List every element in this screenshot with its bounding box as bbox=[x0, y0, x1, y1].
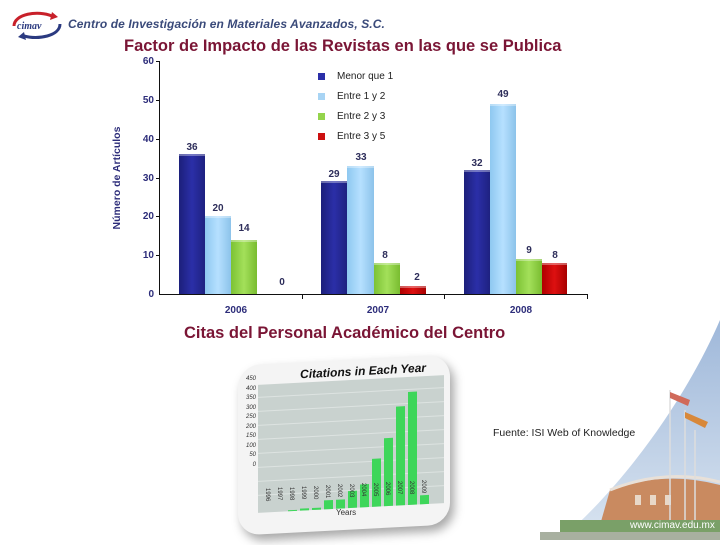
cit-x-tick: 2001 bbox=[324, 485, 330, 499]
value-label: 0 bbox=[279, 277, 285, 288]
cit-y-tick: 300 bbox=[245, 404, 256, 411]
legend-item-entre-3-y-5: Entre 3 y 5 bbox=[318, 131, 393, 142]
cimav-logo: cimav bbox=[8, 8, 64, 42]
y-axis-label: Número de Artículos bbox=[111, 126, 123, 230]
cit-y-tick: 100 bbox=[245, 442, 256, 449]
x-label-2008: 2008 bbox=[509, 305, 533, 316]
y-tick: 20 bbox=[142, 211, 154, 222]
bar-2006-menor-que-1 bbox=[179, 154, 205, 294]
cit-y-tick: 150 bbox=[245, 433, 256, 439]
cit-x-tick: 2006 bbox=[384, 482, 390, 496]
y-tick-mark bbox=[156, 139, 160, 140]
y-tick: 50 bbox=[142, 95, 154, 106]
y-tick-mark bbox=[156, 100, 160, 101]
value-label: 49 bbox=[497, 89, 509, 100]
y-tick: 40 bbox=[142, 134, 154, 145]
legend-item-menor-que-1: Menor que 1 bbox=[318, 71, 393, 82]
y-tick-mark bbox=[156, 255, 160, 256]
cit-y-tick: 0 bbox=[252, 461, 256, 468]
cit-bar-2001 bbox=[324, 499, 333, 510]
value-label: 8 bbox=[382, 250, 388, 261]
legend-swatch-green bbox=[318, 113, 325, 120]
bar-2007-entre-3-y-5 bbox=[400, 286, 426, 294]
y-axis-label-container: Número de Artículos bbox=[110, 60, 124, 300]
y-tick: 60 bbox=[142, 56, 154, 67]
value-label: 8 bbox=[552, 250, 558, 261]
bar-2007-menor-que-1 bbox=[321, 181, 347, 294]
legend-swatch-navy bbox=[318, 73, 325, 80]
cit-bar-2006 bbox=[384, 437, 393, 507]
legend-label: Entre 2 y 3 bbox=[337, 111, 386, 122]
y-tick-mark bbox=[156, 216, 160, 217]
bar-2008-entre-3-y-5 bbox=[542, 263, 567, 294]
citations-x-axis-label: Years bbox=[336, 508, 357, 517]
cit-x-tick: 2004 bbox=[360, 483, 366, 497]
bar-2006-entre-2-y-3 bbox=[231, 240, 257, 294]
cit-y-tick: 450 bbox=[245, 376, 256, 382]
cit-x-tick: 1999 bbox=[300, 486, 306, 500]
cit-y-tick: 400 bbox=[245, 385, 256, 392]
value-label: 33 bbox=[355, 152, 367, 163]
cit-x-tick: 2009 bbox=[420, 480, 426, 494]
campus-photo bbox=[540, 300, 720, 540]
cit-y-tick: 250 bbox=[245, 414, 256, 420]
value-label: 2 bbox=[414, 272, 420, 283]
bar-2006-entre-1-y-2 bbox=[205, 216, 231, 294]
svg-text:cimav: cimav bbox=[17, 21, 42, 32]
cit-bar-2009 bbox=[420, 494, 429, 505]
citations-y-ticks: 450 400 350 300 250 200 150 100 50 0 bbox=[240, 376, 256, 468]
section-title-citations: Citas del Personal Académico del Centro bbox=[184, 324, 506, 342]
cit-x-tick: 2003 bbox=[348, 484, 354, 498]
cit-y-tick: 50 bbox=[249, 452, 256, 458]
cit-x-tick: 2007 bbox=[396, 481, 402, 495]
bar-2008-entre-1-y-2 bbox=[490, 104, 516, 294]
y-tick: 10 bbox=[142, 250, 154, 261]
cit-x-tick: 2005 bbox=[372, 483, 378, 497]
source-note: Fuente: ISI Web of Knowledge bbox=[493, 427, 636, 439]
legend-label: Menor que 1 bbox=[337, 71, 394, 82]
footer-url[interactable]: www.cimav.edu.mx bbox=[630, 520, 715, 531]
legend-label: Entre 3 y 5 bbox=[337, 131, 386, 142]
y-tick: 0 bbox=[148, 289, 154, 300]
legend-swatch-red bbox=[318, 133, 325, 140]
cit-x-tick: 2000 bbox=[312, 486, 318, 500]
cit-y-tick: 350 bbox=[245, 395, 256, 401]
bar-2008-menor-que-1 bbox=[464, 170, 490, 294]
organization-name: Centro de Investigación en Materiales Av… bbox=[68, 17, 385, 31]
cit-x-tick: 1998 bbox=[288, 487, 294, 501]
y-tick: 30 bbox=[142, 173, 154, 184]
cit-x-tick: 2002 bbox=[336, 484, 342, 498]
x-tick-mark bbox=[587, 294, 588, 299]
x-axis bbox=[159, 294, 588, 295]
x-tick-mark bbox=[444, 294, 445, 299]
legend-item-entre-1-y-2: Entre 1 y 2 bbox=[318, 91, 393, 102]
value-label: 36 bbox=[186, 142, 198, 153]
legend-item-entre-2-y-3: Entre 2 y 3 bbox=[318, 111, 393, 122]
legend-swatch-light-blue bbox=[318, 93, 325, 100]
y-axis bbox=[159, 61, 160, 295]
cit-x-tick: 2008 bbox=[408, 481, 414, 495]
x-label-2007: 2007 bbox=[366, 305, 390, 316]
value-label: 29 bbox=[328, 169, 340, 180]
value-label: 9 bbox=[526, 245, 532, 256]
bar-2007-entre-2-y-3 bbox=[374, 263, 400, 294]
value-label: 20 bbox=[212, 203, 224, 214]
cit-x-tick: 1996 bbox=[264, 488, 270, 502]
cit-y-tick: 200 bbox=[245, 423, 256, 430]
y-tick-mark bbox=[156, 178, 160, 179]
bar-2007-entre-1-y-2 bbox=[347, 166, 374, 294]
x-tick-mark bbox=[302, 294, 303, 299]
cit-x-tick: 1997 bbox=[276, 487, 282, 501]
value-label: 32 bbox=[471, 158, 483, 169]
y-tick-mark bbox=[156, 61, 160, 62]
chart-title-impact-factor: Factor de Impacto de las Revistas en las… bbox=[124, 37, 562, 55]
chart-legend: Menor que 1 Entre 1 y 2 Entre 2 y 3 Entr… bbox=[318, 71, 393, 142]
legend-label: Entre 1 y 2 bbox=[337, 91, 386, 102]
value-label: 14 bbox=[238, 223, 250, 234]
x-label-2006: 2006 bbox=[224, 305, 248, 316]
bar-2008-entre-2-y-3 bbox=[516, 259, 542, 294]
